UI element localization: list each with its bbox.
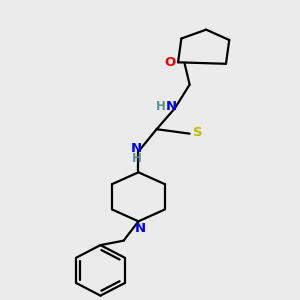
Text: N: N bbox=[166, 100, 177, 112]
Text: O: O bbox=[164, 56, 176, 69]
Text: N: N bbox=[134, 222, 146, 235]
Text: H: H bbox=[156, 100, 166, 112]
Text: N: N bbox=[131, 142, 142, 155]
Text: H: H bbox=[132, 152, 142, 165]
Text: S: S bbox=[193, 126, 203, 139]
